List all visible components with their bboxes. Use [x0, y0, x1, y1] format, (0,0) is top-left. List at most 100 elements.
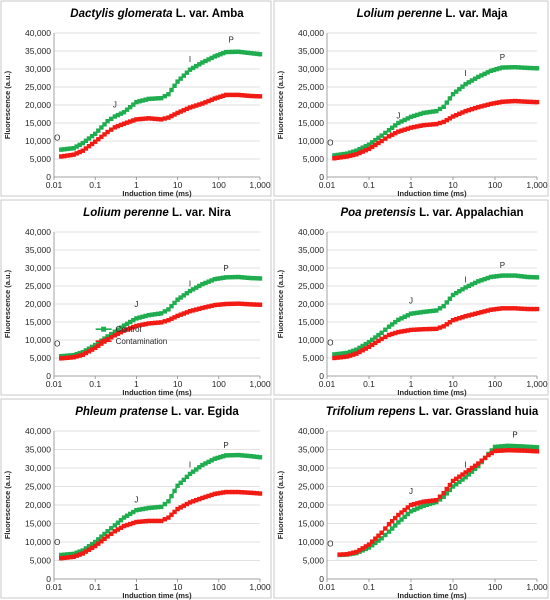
data-point — [245, 93, 250, 98]
panel-border — [273, 0, 549, 197]
data-point — [354, 148, 359, 153]
data-point — [257, 276, 263, 281]
data-point — [354, 549, 359, 555]
data-point — [99, 539, 104, 544]
data-point — [96, 537, 101, 542]
data-point — [184, 501, 190, 507]
data-point — [65, 153, 70, 158]
y-tick-label: 15,000 — [25, 118, 51, 128]
data-point — [152, 312, 158, 317]
data-point — [389, 526, 395, 531]
data-point — [99, 534, 104, 539]
data-point — [155, 504, 161, 510]
data-point — [405, 126, 411, 131]
data-point — [399, 517, 404, 522]
data-point — [80, 548, 85, 553]
y-tick-label: 40,000 — [25, 426, 51, 436]
data-point — [482, 103, 487, 108]
data-point — [71, 551, 76, 557]
y-tick-label: 0 — [46, 371, 51, 381]
x-tick-label: 100 — [488, 180, 502, 190]
data-point — [172, 488, 177, 494]
data-point — [509, 273, 515, 278]
data-point — [194, 103, 199, 108]
data-point — [479, 73, 484, 78]
data-point — [354, 347, 359, 352]
data-point — [65, 355, 70, 361]
data-point — [236, 301, 241, 306]
data-point — [248, 302, 254, 307]
data-point — [363, 148, 369, 153]
data-point — [109, 331, 114, 337]
data-point — [447, 487, 453, 493]
data-point — [74, 354, 79, 359]
data-point — [534, 99, 540, 105]
data-point — [184, 474, 190, 480]
series-control — [59, 452, 263, 558]
data-point — [215, 276, 220, 281]
x-tick-label: 0.1 — [89, 379, 101, 389]
data-point — [127, 511, 133, 517]
x-axis-title: Induction time (ms) — [122, 189, 192, 198]
data-point — [472, 280, 478, 286]
data-point — [399, 119, 404, 124]
data-point — [242, 301, 247, 307]
data-point — [469, 469, 475, 474]
data-point — [460, 477, 465, 482]
chart-title: Phleum pratense L. var. Egida — [75, 406, 239, 418]
data-point — [166, 92, 171, 97]
data-point — [430, 500, 436, 506]
data-point — [482, 309, 487, 314]
data-point — [226, 453, 232, 458]
data-point — [354, 351, 359, 356]
phase-label-i: I — [465, 275, 467, 284]
data-point — [519, 65, 524, 70]
data-point — [99, 134, 104, 140]
data-point — [209, 303, 214, 308]
data-point — [236, 489, 241, 495]
data-point — [162, 501, 168, 507]
data-point — [233, 49, 238, 55]
data-point — [472, 466, 478, 472]
data-point — [190, 499, 196, 504]
data-point — [472, 463, 478, 468]
chart-title: Dactylis glomerata L. var. Amba — [70, 8, 244, 20]
data-point — [140, 519, 145, 524]
data-point — [159, 311, 164, 316]
data-point — [366, 542, 372, 547]
data-point — [59, 154, 64, 159]
phase-label-i: I — [465, 460, 467, 469]
data-point — [393, 131, 398, 136]
data-point — [528, 99, 533, 105]
y-tick-label: 20,000 — [25, 500, 51, 510]
data-point — [347, 353, 353, 358]
data-point — [218, 276, 223, 281]
data-point — [93, 139, 98, 144]
data-point — [332, 352, 337, 357]
data-point — [121, 110, 127, 115]
x-axis-title: Induction time (ms) — [122, 388, 192, 397]
data-point — [444, 100, 449, 105]
data-point — [96, 137, 101, 142]
data-point — [109, 526, 114, 531]
data-point — [184, 310, 190, 315]
data-point — [203, 280, 208, 286]
data-point — [68, 152, 73, 158]
data-point — [86, 144, 92, 149]
data-point — [418, 123, 423, 128]
data-point — [463, 285, 468, 290]
data-point — [466, 472, 472, 477]
data-point — [146, 312, 152, 318]
data-point — [453, 290, 459, 296]
data-point — [430, 498, 436, 503]
data-point — [127, 326, 133, 331]
data-point — [194, 467, 199, 472]
data-point — [369, 342, 375, 348]
data-point — [393, 523, 398, 528]
data-point — [86, 136, 92, 141]
data-point — [369, 140, 375, 145]
data-point — [531, 444, 537, 450]
data-point — [115, 520, 121, 525]
data-point — [389, 322, 395, 327]
data-point — [169, 113, 174, 119]
